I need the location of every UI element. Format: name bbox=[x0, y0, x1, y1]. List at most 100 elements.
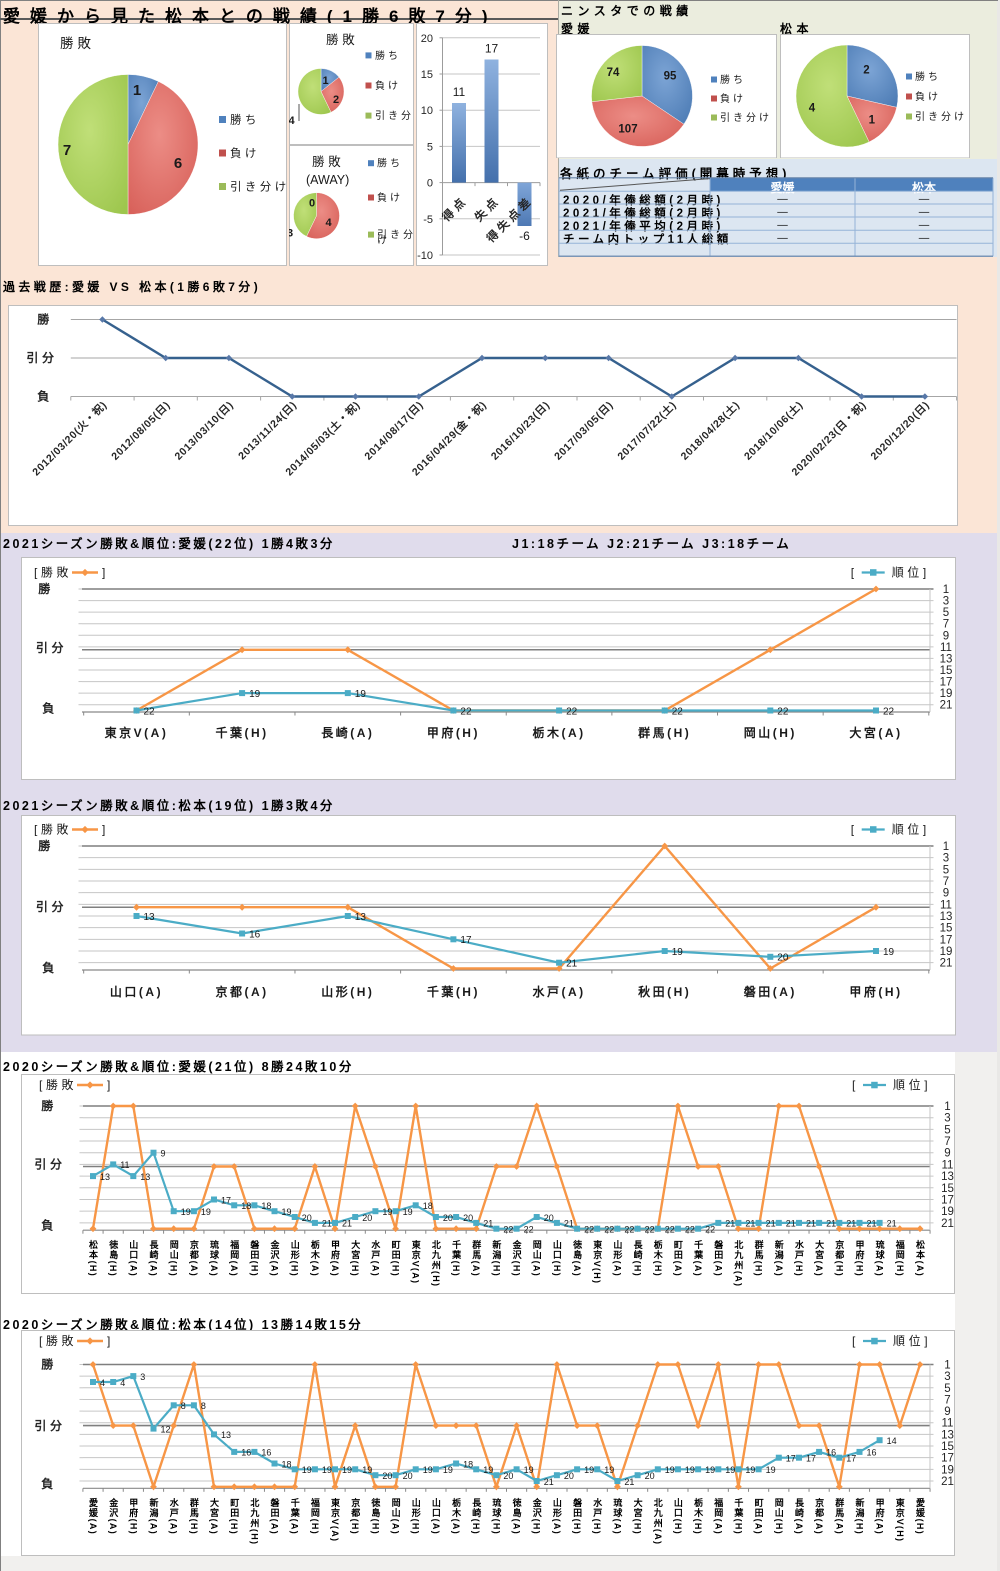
svg-text:千葉(H): 千葉(H) bbox=[216, 725, 269, 740]
svg-text:順位]: 順位] bbox=[892, 565, 930, 580]
svg-text:負け: 負け bbox=[377, 192, 403, 204]
svg-text:1: 1 bbox=[943, 841, 949, 853]
svg-text:11: 11 bbox=[940, 642, 952, 654]
svg-text:[勝敗: [勝敗 bbox=[39, 1077, 77, 1092]
svg-text:10: 10 bbox=[421, 105, 433, 117]
svg-text:8: 8 bbox=[181, 1401, 186, 1411]
svg-text:22: 22 bbox=[777, 706, 789, 717]
svg-text:群馬(H): 群馬(H) bbox=[637, 725, 691, 740]
svg-text:21: 21 bbox=[940, 700, 953, 712]
svg-text:20: 20 bbox=[421, 33, 433, 45]
svg-text:7: 7 bbox=[943, 619, 949, 631]
svg-text:19: 19 bbox=[181, 1207, 191, 1217]
svg-text:18: 18 bbox=[463, 1459, 473, 1469]
svg-text:9: 9 bbox=[161, 1149, 166, 1159]
svg-text:22: 22 bbox=[584, 1225, 594, 1235]
svg-text:17: 17 bbox=[940, 934, 953, 946]
svg-text:95: 95 bbox=[664, 70, 677, 82]
svg-text:17: 17 bbox=[221, 1195, 231, 1205]
svg-text:19: 19 bbox=[883, 947, 895, 958]
svg-text:4: 4 bbox=[289, 115, 295, 127]
svg-text:8: 8 bbox=[201, 1401, 206, 1411]
svg-text:[勝敗: [勝敗 bbox=[39, 1333, 77, 1348]
svg-text:勝ち: 勝ち bbox=[915, 70, 941, 83]
svg-text:13: 13 bbox=[940, 653, 953, 665]
svg-text:21: 21 bbox=[566, 959, 578, 970]
svg-text:勝: 勝 bbox=[37, 312, 53, 327]
svg-text:22: 22 bbox=[524, 1225, 534, 1235]
svg-text:16: 16 bbox=[826, 1448, 836, 1458]
svg-text:19: 19 bbox=[941, 1464, 954, 1476]
svg-text:7: 7 bbox=[944, 1136, 950, 1148]
svg-text:岡山(H): 岡山(H) bbox=[744, 725, 797, 740]
svg-text:9: 9 bbox=[944, 1406, 950, 1418]
svg-text:東京V(A): 東京V(A) bbox=[105, 725, 169, 740]
svg-text:長崎(A): 長崎(A) bbox=[321, 725, 374, 740]
svg-text:19: 19 bbox=[745, 1465, 755, 1475]
svg-text:山形(H): 山形(H) bbox=[321, 984, 374, 999]
svg-text:22: 22 bbox=[672, 706, 684, 717]
svg-text:1: 1 bbox=[944, 1360, 950, 1372]
svg-text:22: 22 bbox=[604, 1225, 614, 1235]
svg-text:山口(A): 山口(A) bbox=[110, 984, 163, 999]
svg-text:19: 19 bbox=[282, 1207, 292, 1217]
svg-text:引き分: 引き分 bbox=[377, 229, 414, 241]
svg-text:22: 22 bbox=[883, 706, 895, 717]
svg-text:3: 3 bbox=[943, 853, 949, 865]
svg-text:20: 20 bbox=[403, 1471, 413, 1481]
svg-text:17: 17 bbox=[941, 1453, 954, 1465]
svg-text:21: 21 bbox=[941, 1476, 954, 1488]
svg-text:引分: 引分 bbox=[34, 1157, 65, 1172]
svg-text:13: 13 bbox=[355, 912, 367, 923]
svg-text:21: 21 bbox=[766, 1219, 776, 1229]
svg-text:19: 19 bbox=[443, 1465, 453, 1475]
svg-text:引き分け: 引き分け bbox=[720, 112, 772, 124]
svg-text:20: 20 bbox=[777, 953, 789, 964]
svg-text:19: 19 bbox=[362, 1465, 372, 1475]
svg-text:11: 11 bbox=[453, 85, 466, 99]
svg-text:甲府(H): 甲府(H) bbox=[427, 725, 480, 740]
svg-text:[: [ bbox=[851, 823, 855, 837]
svg-text:-10: -10 bbox=[417, 250, 433, 262]
svg-text:[: [ bbox=[851, 566, 855, 580]
svg-text:負: 負 bbox=[41, 1218, 57, 1233]
svg-text:2: 2 bbox=[863, 64, 869, 76]
svg-text:9: 9 bbox=[944, 1148, 950, 1160]
svg-text:21: 21 bbox=[322, 1219, 332, 1229]
svg-text:1: 1 bbox=[869, 114, 876, 126]
svg-text:負: 負 bbox=[42, 701, 58, 716]
svg-text:17: 17 bbox=[460, 935, 472, 946]
svg-text:13: 13 bbox=[941, 1429, 954, 1441]
svg-text:7: 7 bbox=[63, 142, 71, 159]
svg-text:[: [ bbox=[852, 1334, 856, 1348]
svg-text:15: 15 bbox=[421, 69, 433, 81]
svg-text:]: ] bbox=[102, 823, 105, 837]
svg-text:21: 21 bbox=[342, 1219, 352, 1229]
svg-text:19: 19 bbox=[355, 689, 367, 700]
svg-text:]: ] bbox=[102, 566, 105, 580]
svg-text:16: 16 bbox=[867, 1448, 877, 1458]
svg-text:千葉(H): 千葉(H) bbox=[427, 984, 480, 999]
svg-text:22: 22 bbox=[665, 1225, 675, 1235]
svg-text:20: 20 bbox=[463, 1213, 473, 1223]
svg-text:甲府(H): 甲府(H) bbox=[849, 984, 902, 999]
svg-text:勝ち: 勝ち bbox=[230, 113, 260, 127]
svg-text:水戸(A): 水戸(A) bbox=[533, 984, 586, 999]
svg-text:3: 3 bbox=[140, 1372, 145, 1382]
svg-text:7: 7 bbox=[944, 1394, 950, 1406]
svg-text:21: 21 bbox=[887, 1219, 897, 1229]
svg-text:19: 19 bbox=[423, 1465, 433, 1475]
svg-text:15: 15 bbox=[940, 923, 953, 935]
svg-text:22: 22 bbox=[705, 1225, 715, 1235]
svg-text:4: 4 bbox=[100, 1378, 105, 1388]
svg-text:21: 21 bbox=[624, 1477, 634, 1487]
svg-text:20: 20 bbox=[302, 1213, 312, 1223]
svg-text:19: 19 bbox=[705, 1465, 715, 1475]
svg-text:勝ち: 勝ち bbox=[375, 49, 401, 62]
svg-text:19: 19 bbox=[665, 1465, 675, 1475]
svg-text:]: ] bbox=[107, 1078, 110, 1092]
svg-text:勝敗: 勝敗 bbox=[60, 36, 95, 51]
svg-text:19: 19 bbox=[940, 688, 953, 700]
svg-text:74: 74 bbox=[607, 66, 620, 78]
svg-text:負: 負 bbox=[42, 960, 58, 975]
